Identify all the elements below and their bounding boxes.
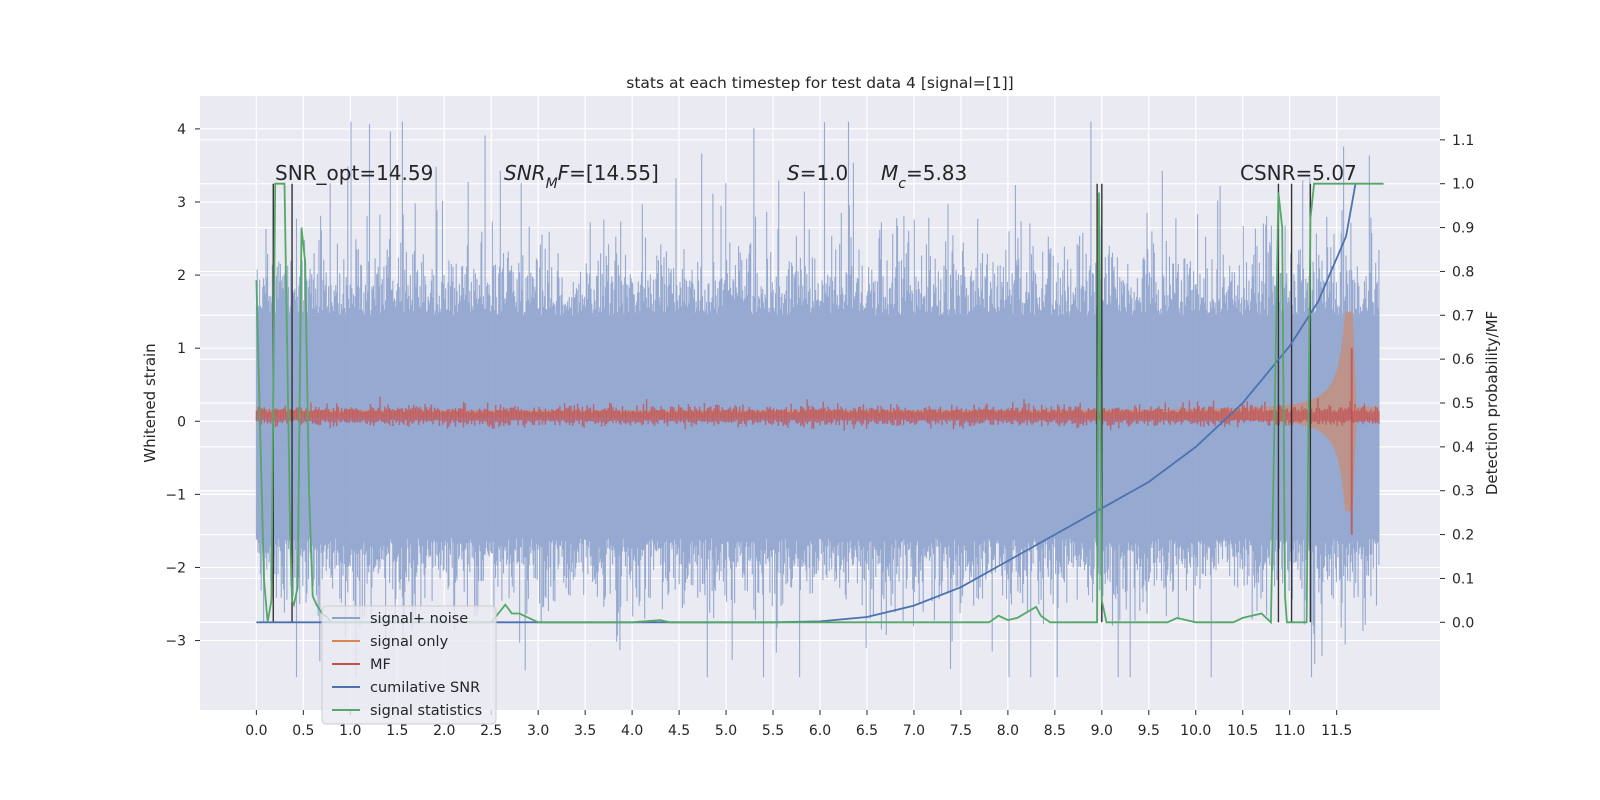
x-tick-label: 4.5 (668, 723, 690, 739)
x-tick-label: 9.0 (1091, 723, 1113, 739)
mf-band (255, 396, 1380, 431)
legend-label: signal+ noise (370, 611, 468, 627)
legend-label: signal only (370, 634, 449, 650)
x-tick-label: 0.0 (245, 723, 267, 739)
y-tick-label-right: 0.8 (1452, 264, 1474, 280)
chart-title: stats at each timestep for test data 4 [… (626, 74, 1013, 92)
y-tick-label-left: 2 (177, 268, 186, 284)
y-tick-label-left: 3 (177, 195, 186, 211)
y-tick-label-right: 0.0 (1452, 615, 1474, 631)
y-tick-label-left: −1 (165, 487, 186, 503)
x-tick-label: 4.0 (621, 723, 643, 739)
y-tick-label-left: 1 (177, 341, 186, 357)
legend-label: MF (370, 657, 391, 673)
x-tick-label: 10.5 (1227, 723, 1258, 739)
x-tick-label: 7.0 (903, 723, 925, 739)
legend-label: signal statistics (370, 703, 482, 719)
y-tick-label-right: 0.4 (1452, 440, 1474, 456)
y-tick-label-right: 1.0 (1452, 177, 1474, 193)
y-tick-label-right: 0.6 (1452, 352, 1474, 368)
series-signal-statistics (255, 182, 1384, 625)
x-tick-label: 5.5 (762, 723, 784, 739)
x-tick-label: 3.0 (527, 723, 549, 739)
x-tick-label: 2.5 (480, 723, 502, 739)
y-tick-label-left: −2 (165, 560, 186, 576)
series-signal-only (256, 311, 1379, 512)
x-tick-label: 11.0 (1274, 723, 1305, 739)
y-tick-label-right: 0.2 (1452, 528, 1474, 544)
y-axis-right: 0.0 0.1 0.2 0.3 0.4 0.5 0.6 0.7 0.8 0.9 1.0 1.1 (1440, 133, 1474, 631)
mc-annotation: Mc=5.83 (881, 161, 967, 192)
y-tick-label-right: 1.1 (1452, 133, 1474, 149)
x-tick-label: 3.5 (574, 723, 596, 739)
signal-only-envelope (256, 311, 1379, 512)
x-tick-label: 2.0 (433, 723, 455, 739)
y-axis-left: −3 −2 −1 0 1 2 3 4 (165, 122, 200, 650)
y-tick-label-left: 4 (177, 122, 186, 138)
csnr-annotation: CSNR=5.07 (1240, 161, 1357, 185)
x-tick-label: 1.0 (339, 723, 361, 739)
legend: signal+ noise signal only MF cumilative SNR… (321, 605, 497, 725)
x-tick-label: 6.5 (856, 723, 878, 739)
y-tick-label-right: 0.3 (1452, 484, 1474, 500)
x-axis: 0.0 0.5 1.0 1.5 2.0 2.5 3.0 3.5 4.0 4.5 5.0 5.5 6.0 6… (245, 710, 1352, 739)
series-mf (255, 348, 1380, 535)
y-axis-right-label: Detection probability/MF (1483, 311, 1501, 495)
x-tick-label: 10.0 (1180, 723, 1211, 739)
signal-statistics-line (255, 182, 1384, 625)
x-tick-label: 1.5 (386, 723, 408, 739)
x-tick-label: 8.0 (997, 723, 1019, 739)
s-annotation: S=1.0 (787, 161, 848, 185)
legend-label: cumilative SNR (370, 680, 480, 696)
annotations: SNR_opt=14.59 SNRMF=[14.55] S=1.0 Mc=5.83 CS… (275, 161, 1357, 192)
y-tick-label-right: 0.7 (1452, 308, 1474, 324)
snr-opt-annotation: SNR_opt=14.59 (275, 161, 433, 185)
x-tick-label: 9.5 (1138, 723, 1160, 739)
x-tick-label: 5.0 (715, 723, 737, 739)
y-tick-label-left: 0 (177, 414, 186, 430)
y-axis-left-label: Whitened strain (141, 343, 159, 462)
x-tick-label: 8.5 (1044, 723, 1066, 739)
y-tick-label-left: −3 (165, 634, 186, 650)
x-tick-label: 6.0 (809, 723, 831, 739)
y-tick-label-right: 0.9 (1452, 221, 1474, 237)
snr-mf-annotation: SNRMF=[14.55] (504, 161, 659, 192)
y-tick-label-right: 0.1 (1452, 571, 1474, 587)
y-tick-label-right: 0.5 (1452, 396, 1474, 412)
x-tick-label: 11.5 (1321, 723, 1352, 739)
x-tick-label: 0.5 (292, 723, 314, 739)
legend-box (321, 605, 497, 725)
x-tick-label: 7.5 (950, 723, 972, 739)
